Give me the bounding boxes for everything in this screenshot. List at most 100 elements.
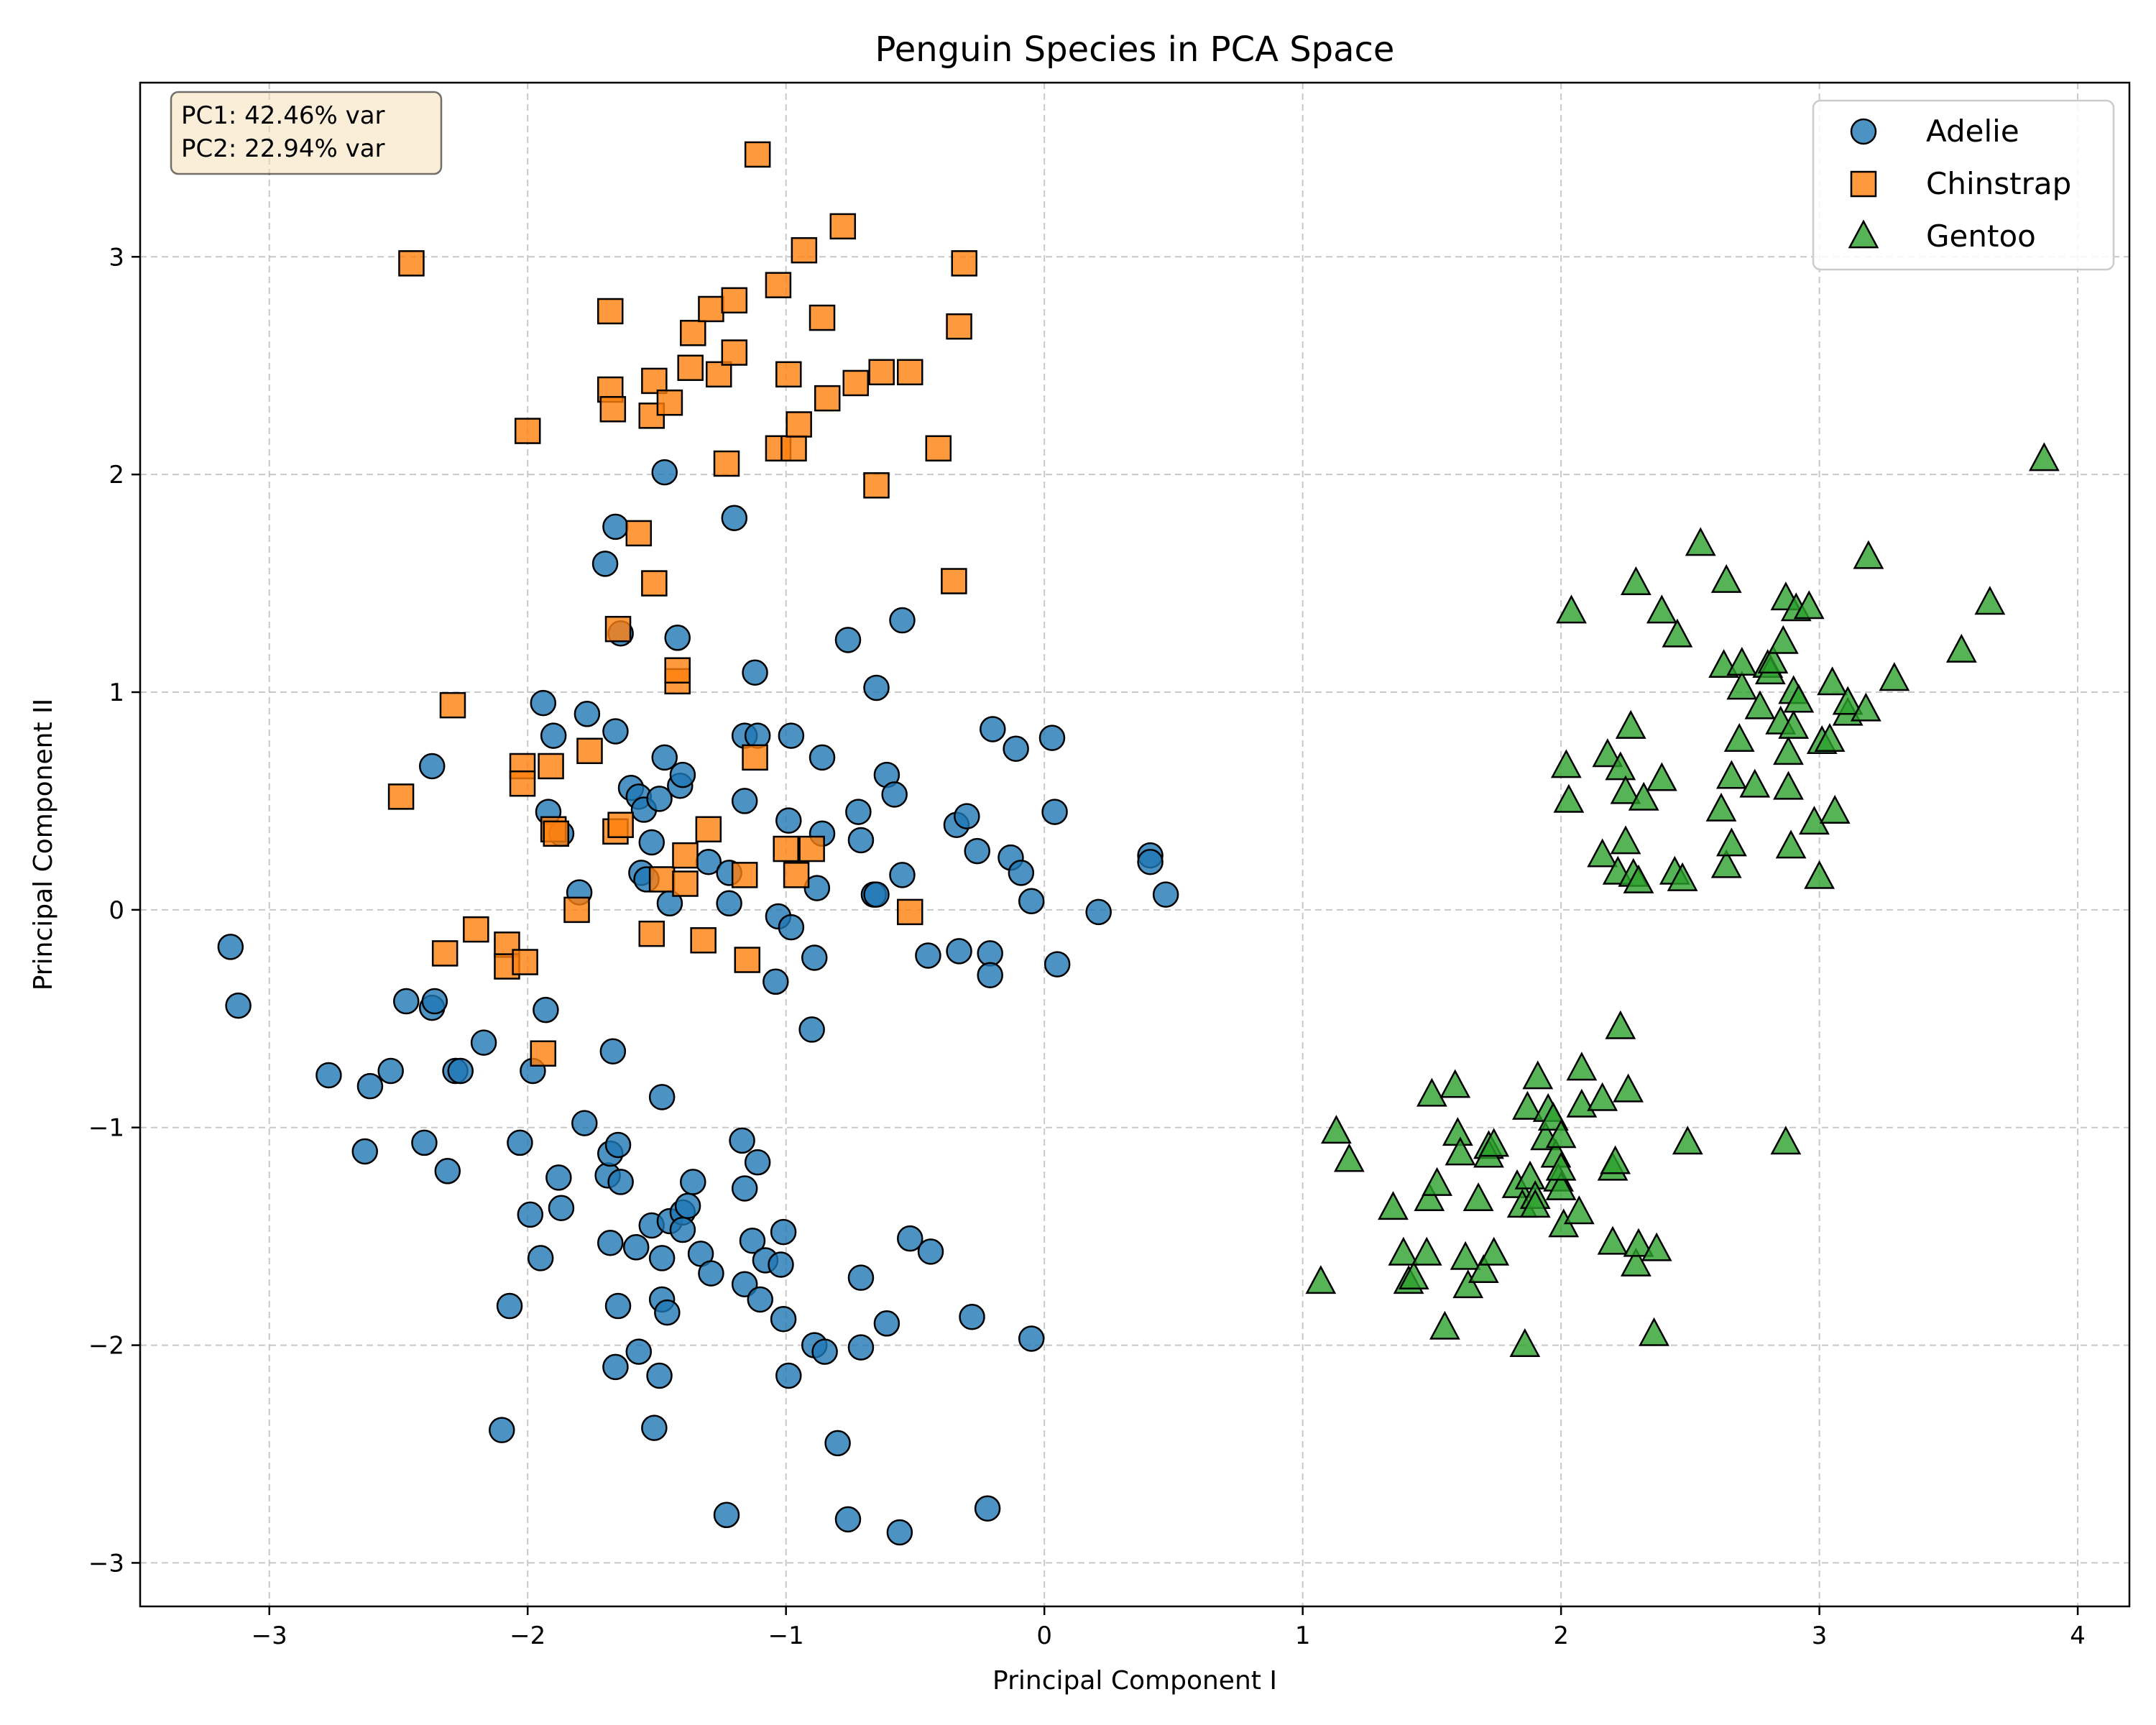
axis-ticks: −3 −2 −1 0 1 2 3 4 −3 −2 −1 0 1 2 3	[88, 243, 2086, 1650]
gentoo-point	[1605, 1010, 1636, 1039]
adelie-point	[641, 1414, 668, 1441]
adelie-point	[834, 627, 862, 653]
chinstrap-point	[721, 287, 748, 314]
gentoo-point	[1388, 1236, 1419, 1266]
legend-label-gentoo: Gentoo	[1926, 218, 2036, 254]
gentoo-point	[1775, 829, 1807, 859]
gentoo-point	[1478, 1236, 1510, 1266]
adelie-point	[540, 722, 567, 749]
x-tick-label: 1	[1295, 1622, 1311, 1650]
y-tick-label: −2	[88, 1332, 124, 1361]
chinstrap-point	[656, 389, 683, 416]
chinstrap-point	[773, 835, 799, 862]
gentoo-point	[1710, 564, 1742, 593]
chinstrap-point	[530, 1040, 557, 1067]
adelie-point	[1018, 1325, 1045, 1352]
adelie-point	[739, 1227, 766, 1254]
chinstrap-point	[514, 418, 541, 444]
gentoo-point	[1793, 590, 1825, 620]
adelie-point	[1018, 888, 1045, 914]
gentoo-point	[1672, 1126, 1703, 1155]
chinstrap-point	[538, 753, 564, 780]
x-tick-label: 0	[1036, 1622, 1052, 1650]
legend-label-chinstrap: Chinstrap	[1926, 166, 2071, 201]
chinstrap-point	[563, 896, 590, 924]
adelie-point	[863, 881, 890, 908]
chinstrap-point	[814, 385, 841, 412]
chinstrap-point	[463, 916, 489, 943]
chinstrap-point	[648, 866, 676, 893]
gentoo-point	[1662, 618, 1693, 648]
adelie-point	[447, 1057, 474, 1085]
gentoo-point	[1879, 662, 1910, 691]
adelie-point	[530, 689, 557, 717]
gentoo-point	[1628, 781, 1659, 811]
adelie-point	[517, 1201, 544, 1228]
chinstrap-point	[638, 920, 665, 947]
chinstrap-point	[721, 339, 748, 366]
gentoo-point	[1553, 783, 1585, 813]
adelie-point	[768, 1251, 794, 1278]
chinstrap-point	[543, 820, 570, 847]
gentoo-point	[1468, 1254, 1499, 1283]
adelie-point	[573, 701, 601, 727]
chinstrap-point	[786, 411, 812, 438]
chinstrap-point	[731, 862, 758, 888]
adelie-point	[917, 1238, 944, 1265]
gentoo-point	[1945, 633, 1977, 663]
series-chinstrap	[387, 141, 977, 1067]
adelie-point	[763, 968, 789, 995]
adelie-point	[954, 803, 980, 829]
gentoo-point	[1545, 1151, 1577, 1181]
x-tick-label: 3	[1812, 1622, 1828, 1650]
gentoo-point	[1556, 594, 1587, 624]
adelie-point	[496, 1292, 523, 1320]
adelie-point	[548, 1195, 575, 1222]
gentoo-point	[1514, 1160, 1546, 1190]
chinstrap-point	[842, 369, 870, 397]
annotation-pc2: PC2: 22.94% var	[181, 134, 385, 163]
gentoo-point	[1462, 1182, 1494, 1212]
adelie-point	[881, 781, 908, 808]
adelie-point	[770, 1305, 797, 1333]
adelie-point	[646, 786, 673, 812]
adelie-point	[533, 996, 559, 1024]
gentoo-point	[1333, 1143, 1365, 1172]
gentoo-point	[1623, 1228, 1654, 1257]
x-tick-label: −2	[510, 1622, 545, 1650]
adelie-point	[602, 718, 629, 745]
y-tick-label: −3	[88, 1549, 124, 1578]
chinstrap-point	[780, 435, 807, 462]
adelie-point	[527, 1245, 554, 1271]
adelie-point	[680, 1169, 706, 1195]
adelie-point	[356, 1072, 384, 1100]
adelie-point	[351, 1138, 378, 1165]
gentoo-point	[1778, 709, 1810, 739]
adelie-point	[1038, 724, 1066, 751]
legend-marker-gentoo	[1848, 219, 1879, 249]
chinstrap-point	[951, 250, 977, 277]
adelie-point	[651, 744, 678, 771]
gentoo-point	[1605, 751, 1636, 781]
chinstrap-point	[783, 862, 810, 888]
gentoo-point	[1623, 864, 1654, 893]
x-tick-label: −3	[252, 1622, 287, 1650]
chinstrap-point	[641, 367, 668, 395]
gentoo-point	[1545, 1171, 1577, 1200]
y-tick-label: −1	[88, 1114, 124, 1143]
adelie-point	[669, 1216, 696, 1243]
adelie-point	[863, 674, 890, 702]
adelie-point	[625, 1338, 653, 1365]
adelie-point	[217, 934, 244, 960]
adelie-point	[731, 788, 758, 814]
gentoo-point	[1744, 690, 1776, 719]
adelie-point	[731, 1175, 758, 1202]
adelie-point	[977, 940, 1003, 967]
adelie-point	[778, 914, 805, 941]
gentoo-point	[1422, 1167, 1452, 1196]
gentoo-point	[1853, 540, 1884, 569]
adelie-point	[897, 1225, 923, 1252]
gentoo-point	[1667, 862, 1698, 891]
gentoo-point	[1710, 849, 1742, 878]
